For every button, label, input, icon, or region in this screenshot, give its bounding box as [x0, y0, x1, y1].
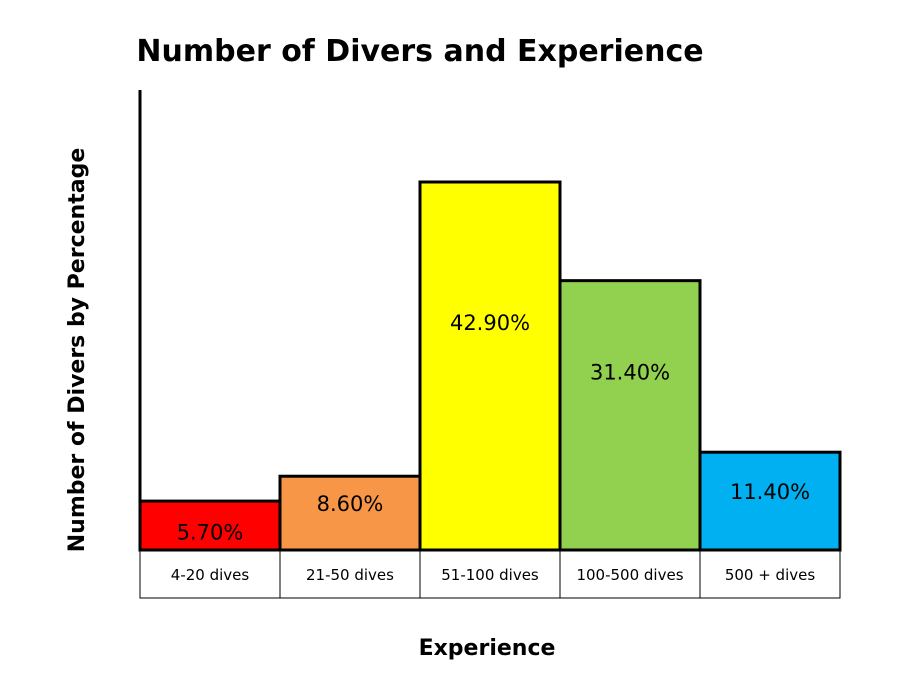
- data-label-4: 31.40%: [590, 360, 670, 384]
- data-label-2: 8.60%: [317, 492, 384, 516]
- category-label-5: 500 + dives: [725, 566, 816, 584]
- bar-2: [278, 474, 422, 552]
- bar-1: [138, 499, 282, 552]
- bar-3: [418, 180, 562, 552]
- data-label-3: 42.90%: [450, 311, 530, 335]
- data-label-5: 11.40%: [730, 480, 810, 504]
- data-label-1: 5.70%: [177, 521, 244, 545]
- category-table: 4-20 dives 21-50 dives 51-100 dives 100-500…: [139, 549, 841, 599]
- category-label-3: 51-100 dives: [441, 566, 539, 584]
- data-labels-group: 5.70% 8.60% 42.90% 31.40% 11.40%: [177, 311, 810, 545]
- bar-4: [558, 279, 702, 552]
- category-cell-5: [699, 549, 841, 599]
- bars-group: [138, 180, 842, 552]
- category-label-4: 100-500 dives: [576, 566, 683, 584]
- x-axis-title: Experience: [419, 636, 556, 661]
- y-axis-title: Number of Divers by Percentage: [65, 148, 90, 553]
- category-label-2: 21-50 dives: [306, 566, 394, 584]
- chart-title: Number of Divers and Experience: [136, 34, 703, 69]
- category-label-1: 4-20 dives: [171, 566, 250, 584]
